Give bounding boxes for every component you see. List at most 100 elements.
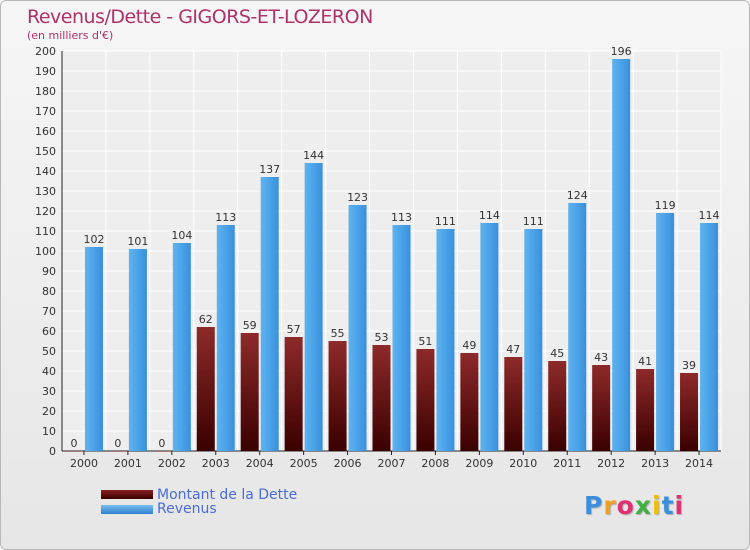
data-label-dette-2009: 49 xyxy=(462,339,476,352)
logo-letter: i xyxy=(674,491,685,520)
x-tick-label: 2002 xyxy=(158,457,186,470)
x-tick-label: 2000 xyxy=(70,457,98,470)
data-label-dette-2014: 39 xyxy=(682,359,696,372)
data-label-dette-2007: 53 xyxy=(375,331,389,344)
y-tick-label: 100 xyxy=(35,245,56,258)
bar-revenus-2011 xyxy=(568,203,587,451)
data-label-revenus-2005: 144 xyxy=(303,149,324,162)
data-label-dette-2006: 55 xyxy=(331,327,345,340)
y-tick-label: 40 xyxy=(42,365,56,378)
bar-revenus-2007 xyxy=(392,225,411,451)
bar-revenus-2010 xyxy=(524,229,543,451)
bar-dette-2011 xyxy=(548,361,567,451)
data-label-dette-2008: 51 xyxy=(418,335,432,348)
data-label-revenus-2007: 113 xyxy=(391,211,412,224)
data-label-dette-2012: 43 xyxy=(594,351,608,364)
legend-swatch-revenus xyxy=(101,505,153,514)
y-tick-label: 80 xyxy=(42,285,56,298)
bar-revenus-2004 xyxy=(260,177,279,451)
bar-revenus-2013 xyxy=(656,213,675,451)
bar-dette-2003 xyxy=(196,327,215,451)
logo-letter: r xyxy=(603,491,617,520)
bar-revenus-2006 xyxy=(348,205,367,451)
bar-revenus-2002 xyxy=(172,243,191,451)
bar-dette-2005 xyxy=(284,337,303,451)
data-label-dette-2001: 0 xyxy=(114,437,121,450)
x-tick-label: 2006 xyxy=(334,457,362,470)
data-label-revenus-2012: 196 xyxy=(611,45,632,58)
bar-dette-2002 xyxy=(152,451,171,452)
bar-revenus-2000 xyxy=(84,247,103,451)
data-label-revenus-2003: 113 xyxy=(215,211,236,224)
y-tick-label: 130 xyxy=(35,185,56,198)
x-tick-label: 2013 xyxy=(641,457,669,470)
grid-layer xyxy=(61,50,722,452)
x-tick-label: 2010 xyxy=(509,457,537,470)
y-tick-label: 200 xyxy=(35,45,56,58)
data-label-revenus-2011: 124 xyxy=(567,189,588,202)
y-tick-label: 150 xyxy=(35,145,56,158)
data-label-dette-2004: 59 xyxy=(243,319,257,332)
bar-revenus-2008 xyxy=(436,229,455,451)
bar-dette-2013 xyxy=(636,369,655,451)
chart-subtitle: (en milliers d'€) xyxy=(27,29,114,42)
y-tick-label: 110 xyxy=(35,225,56,238)
x-tick-label: 2008 xyxy=(421,457,449,470)
data-label-revenus-2001: 101 xyxy=(127,235,148,248)
x-tick-label: 2009 xyxy=(465,457,493,470)
logo-letter: t xyxy=(661,491,675,520)
logo-letter: i xyxy=(652,491,662,520)
legend-label-revenus: Revenus xyxy=(157,501,217,517)
bar-revenus-2012 xyxy=(612,59,631,451)
data-label-dette-2005: 57 xyxy=(287,323,301,336)
data-label-revenus-2010: 111 xyxy=(523,215,544,228)
bar-dette-2009 xyxy=(460,353,479,451)
x-tick-label: 2014 xyxy=(685,457,713,470)
y-tick-label: 160 xyxy=(35,125,56,138)
x-tick-label: 2007 xyxy=(378,457,406,470)
bar-revenus-2005 xyxy=(304,163,323,451)
y-tick-label: 50 xyxy=(42,345,56,358)
data-label-revenus-2009: 114 xyxy=(479,209,500,222)
bar-dette-2008 xyxy=(416,349,435,451)
y-tick-label: 60 xyxy=(42,325,56,338)
data-label-revenus-2008: 111 xyxy=(435,215,456,228)
data-label-dette-2000: 0 xyxy=(70,437,77,450)
y-tick-label: 120 xyxy=(35,205,56,218)
bar-dette-2001 xyxy=(108,451,127,452)
y-tick-label: 10 xyxy=(42,425,56,438)
bar-layer xyxy=(64,59,719,452)
x-tick-label: 2011 xyxy=(553,457,581,470)
y-tick-label: 70 xyxy=(42,305,56,318)
bar-dette-2000 xyxy=(64,451,83,452)
data-label-dette-2011: 45 xyxy=(550,347,564,360)
x-tick-label: 2005 xyxy=(290,457,318,470)
data-label-dette-2010: 47 xyxy=(506,343,520,356)
x-tick-label: 2004 xyxy=(246,457,274,470)
bar-dette-2014 xyxy=(680,373,699,451)
data-label-dette-2013: 41 xyxy=(638,355,652,368)
y-tick-label: 20 xyxy=(42,405,56,418)
logo-letter: o xyxy=(616,491,635,520)
data-label-revenus-2000: 102 xyxy=(83,233,104,246)
legend-label-dette: Montant de la Dette xyxy=(157,487,298,503)
bar-revenus-2009 xyxy=(480,223,499,451)
x-tick-label: 2001 xyxy=(114,457,142,470)
chart-title: Revenus/Dette - GIGORS-ET-LOZERON xyxy=(27,6,373,28)
y-tick-label: 90 xyxy=(42,265,56,278)
data-label-revenus-2002: 104 xyxy=(171,229,192,242)
y-tick-label: 30 xyxy=(42,385,56,398)
x-tick-label: 2003 xyxy=(202,457,230,470)
legend-swatch-dette xyxy=(101,490,153,499)
bar-dette-2010 xyxy=(504,357,523,451)
bar-dette-2006 xyxy=(328,341,347,451)
data-label-revenus-2014: 114 xyxy=(699,209,720,222)
data-label-revenus-2006: 123 xyxy=(347,191,368,204)
label-layer: 0 102 0 101 0 104 62 113 59 137 57 144 55 123 53 113 51 1… xyxy=(70,45,719,450)
axis-layer: 0102030405060708090100110120130140150160… xyxy=(35,45,721,470)
bar-dette-2007 xyxy=(372,345,391,451)
y-tick-label: 180 xyxy=(35,85,56,98)
data-label-revenus-2004: 137 xyxy=(259,163,280,176)
data-label-revenus-2013: 119 xyxy=(655,199,676,212)
